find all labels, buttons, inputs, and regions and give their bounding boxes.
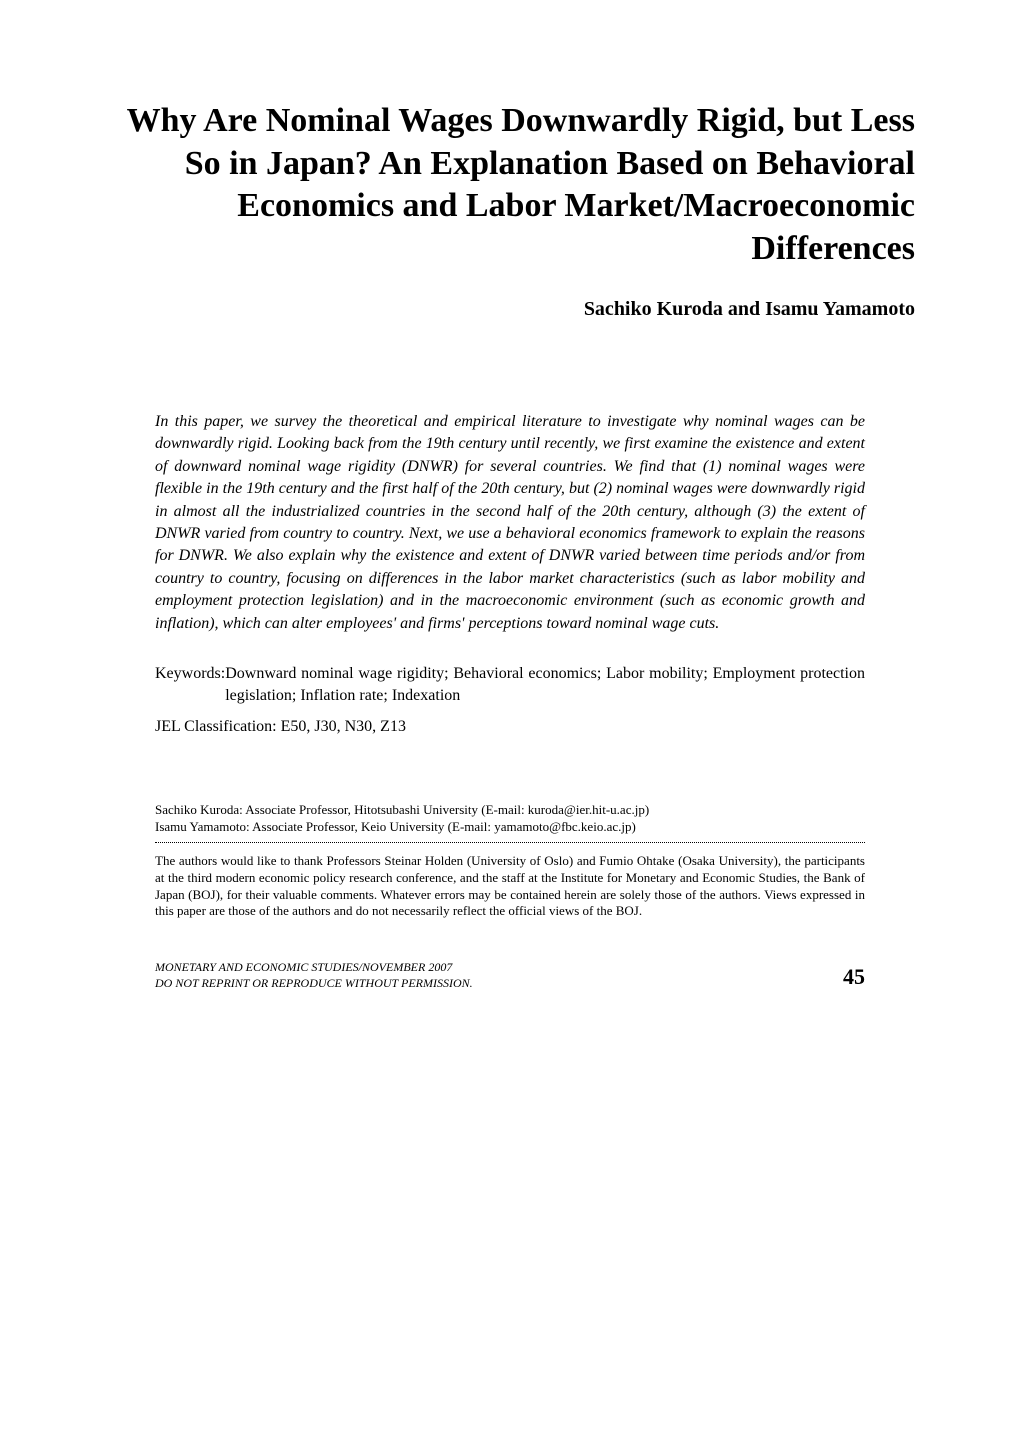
paper-abstract: In this paper, we survey the theoretical… (105, 411, 915, 635)
keywords-block: Keywords: Downward nominal wage rigidity… (105, 663, 915, 708)
page-number: 45 (843, 963, 865, 992)
footer-notice: DO NOT REPRINT OR REPRODUCE WITHOUT PERM… (155, 976, 865, 992)
page-footer: MONETARY AND ECONOMIC STUDIES/NOVEMBER 2… (105, 960, 915, 991)
divider-line (155, 842, 865, 843)
paper-authors: Sachiko Kuroda and Isamu Yamamoto (105, 298, 915, 321)
author-affiliations: Sachiko Kuroda: Associate Professor, Hit… (105, 801, 915, 836)
footer-journal: MONETARY AND ECONOMIC STUDIES/NOVEMBER 2… (155, 960, 865, 976)
affiliation-line-2: Isamu Yamamoto: Associate Professor, Kei… (155, 818, 865, 836)
jel-label: JEL Classification: (155, 718, 281, 735)
affiliation-line-1: Sachiko Kuroda: Associate Professor, Hit… (155, 801, 865, 819)
keywords-label: Keywords: (155, 663, 225, 708)
jel-block: JEL Classification: E50, J30, N30, Z13 (105, 718, 915, 736)
keywords-text: Downward nominal wage rigidity; Behavior… (225, 663, 865, 708)
jel-codes: E50, J30, N30, Z13 (281, 718, 406, 735)
acknowledgments: The authors would like to thank Professo… (105, 853, 915, 921)
paper-title: Why Are Nominal Wages Downwardly Rigid, … (105, 100, 915, 270)
